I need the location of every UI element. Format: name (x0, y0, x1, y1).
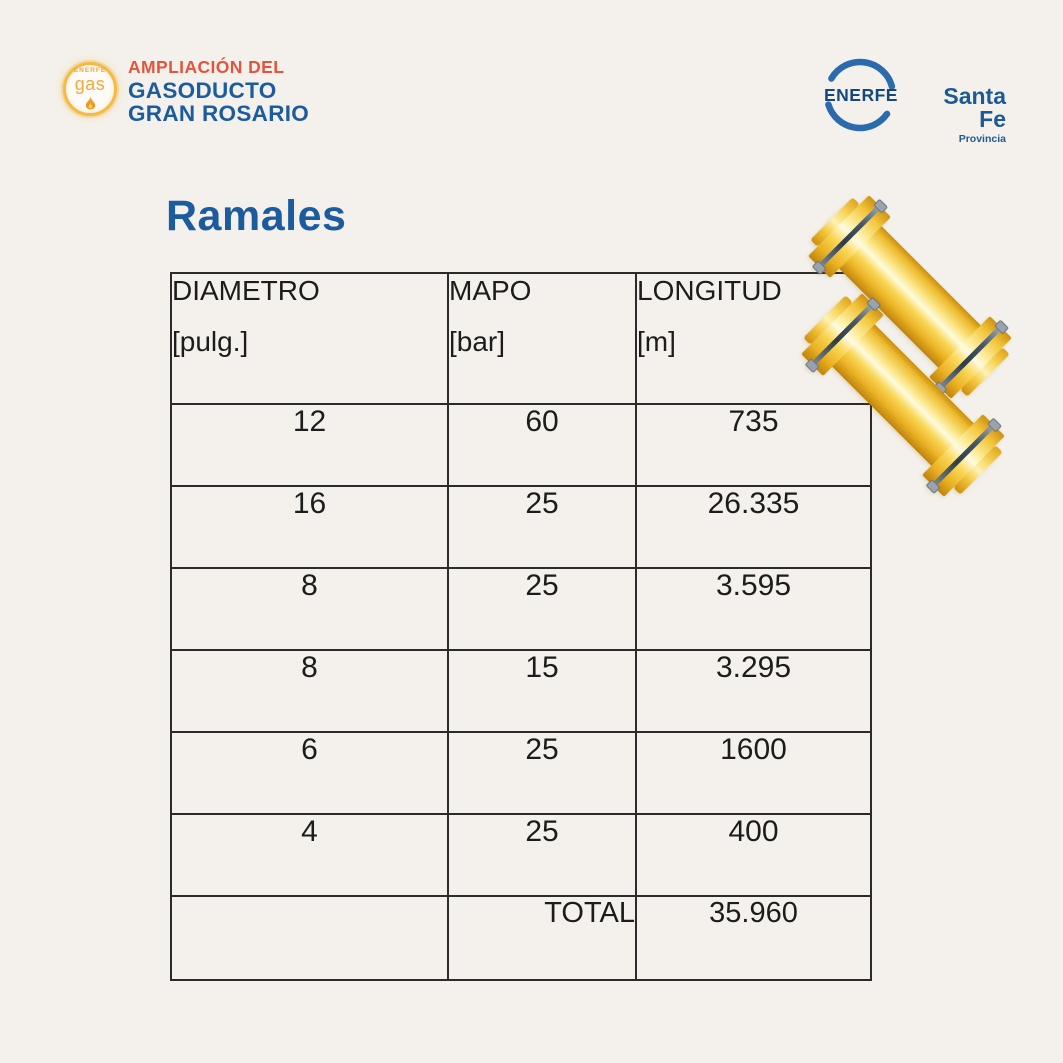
table-row: 12 60 735 (170, 403, 872, 487)
total-label: TOTAL (447, 895, 637, 981)
cell-mapo: 60 (447, 403, 637, 487)
cell-diametro: 16 (170, 485, 449, 569)
cell-diametro: 4 (170, 813, 449, 897)
enerfe-gas-badge: ENERFE gas (63, 62, 117, 116)
project-title-line2: GASODUCTO (128, 77, 277, 103)
cell-diametro: 8 (170, 567, 449, 651)
cell-longitud: 1600 (635, 731, 872, 815)
table-total-row: TOTAL 35.960 (170, 895, 872, 981)
enerfe-logo: ENERFE (814, 55, 906, 142)
cell-mapo: 15 (447, 649, 637, 733)
cell-mapo: 25 (447, 731, 637, 815)
project-title-line1: AMPLIACIÓN DEL (128, 57, 285, 77)
cell-mapo: 25 (447, 485, 637, 569)
header-mapo: MAPO [bar] (447, 272, 637, 405)
cell-longitud: 400 (635, 813, 872, 897)
cell-diametro: 6 (170, 731, 449, 815)
project-title-line3: GRAN ROSARIO (128, 101, 310, 126)
cell-diametro: 12 (170, 403, 449, 487)
table-row: 16 25 26.335 (170, 485, 872, 569)
project-title: AMPLIACIÓN DEL GASODUCTO GRAN ROSARIO (128, 57, 310, 127)
table-row: 6 25 1600 (170, 731, 872, 815)
total-value: 35.960 (635, 895, 872, 981)
cell-longitud: 3.295 (635, 649, 872, 733)
flame-icon (85, 95, 95, 110)
santafe-provincia: Provincia (958, 133, 1006, 145)
cell-longitud: 3.595 (635, 567, 872, 651)
enerfe-wordmark: ENERFE (824, 85, 898, 105)
table-row: 8 15 3.295 (170, 649, 872, 733)
page-title: Ramales (166, 192, 347, 240)
empty-cell (170, 895, 449, 981)
badge-gas-label: gas (74, 73, 106, 94)
santafe-logo: Santa Fe Provincia (911, 83, 1006, 146)
enerfe-circle-arcs-icon: ENERFE (824, 58, 898, 132)
cell-mapo: 25 (447, 813, 637, 897)
cell-longitud: 26.335 (635, 485, 872, 569)
ramales-table: DIAMETRO [pulg.] MAPO [bar] LONGITUD [m]… (170, 272, 872, 981)
table-row: 4 25 400 (170, 813, 872, 897)
badge-enerfe-label: ENERFE (73, 67, 107, 75)
cell-diametro: 8 (170, 649, 449, 733)
santafe-name: Santa Fe (943, 83, 1006, 132)
cell-longitud: 735 (635, 403, 872, 487)
table-row: 8 25 3.595 (170, 567, 872, 651)
header-diametro: DIAMETRO [pulg.] (170, 272, 449, 405)
table-header-row: DIAMETRO [pulg.] MAPO [bar] LONGITUD [m] (170, 272, 872, 405)
cell-mapo: 25 (447, 567, 637, 651)
